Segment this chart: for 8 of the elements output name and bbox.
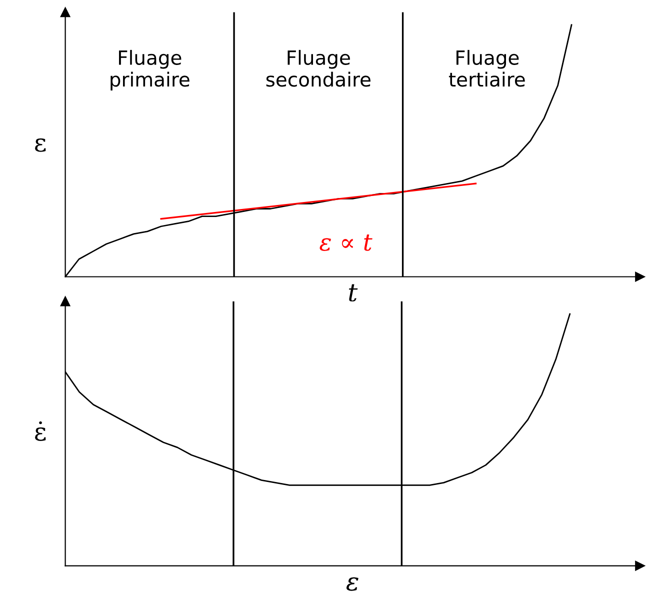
x-axis-title: ε <box>346 577 358 591</box>
x-axis-title: t <box>348 284 358 302</box>
annotation: ε ∝ t <box>320 234 372 251</box>
annotation: Fluage primaire <box>110 50 190 91</box>
y-axis-title: ε <box>35 138 46 152</box>
y-axis-title: ε̇ <box>35 421 46 441</box>
annotation: Fluage secondaire <box>266 50 370 87</box>
annotation: Fluage tertiaire <box>448 50 525 87</box>
